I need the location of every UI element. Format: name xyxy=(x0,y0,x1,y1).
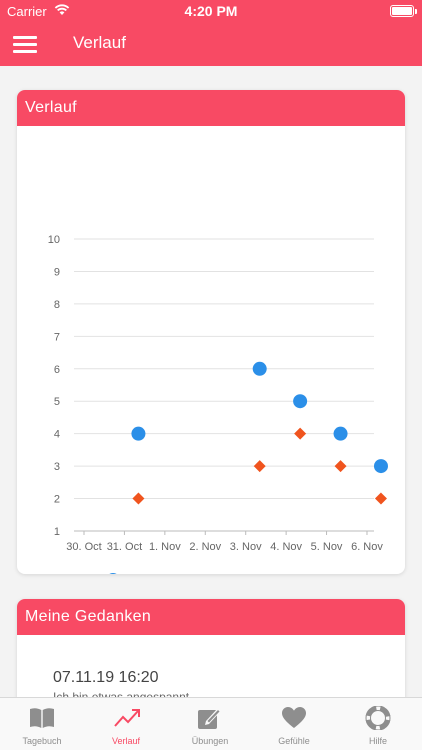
data-point-anspannung xyxy=(373,459,388,474)
y-tick-label: 9 xyxy=(54,266,60,278)
x-tick-label: 4. Nov xyxy=(270,541,302,553)
data-point-anspannung xyxy=(131,426,146,441)
chart-card: Verlauf 1 2 3 4 5 6 7 8 9 10 30. Oct 31. Oct 1. Nov 2… xyxy=(17,90,405,574)
tab-verlauf[interactable]: Verlauf xyxy=(84,698,168,750)
data-point-anspannung xyxy=(252,361,267,376)
clock: 4:20 PM xyxy=(184,3,238,19)
legend-label: Anspannung xyxy=(126,572,218,574)
y-tick-label: 5 xyxy=(54,396,60,408)
wifi-icon xyxy=(54,4,70,15)
y-tick-label: 6 xyxy=(54,364,60,376)
y-tick-label: 8 xyxy=(54,299,60,311)
x-tick-label: 2. Nov xyxy=(189,541,221,553)
y-tick-label: 2 xyxy=(54,494,60,506)
hamburger-menu-icon[interactable] xyxy=(13,36,37,53)
chart-card-title: Verlauf xyxy=(17,90,405,126)
tab-hilfe[interactable]: Hilfe xyxy=(336,698,420,750)
data-point-anspannung xyxy=(333,426,348,441)
x-tick-label: 1. Nov xyxy=(149,541,181,553)
y-tick-label: 3 xyxy=(54,461,60,473)
legend-marker xyxy=(109,573,117,574)
y-tick-label: 1 xyxy=(54,526,60,538)
y-tick-label: 10 xyxy=(48,234,60,246)
tab-label: Gefühle xyxy=(278,736,310,746)
status-bar: Carrier 4:20 PM xyxy=(0,0,422,22)
data-point-craving xyxy=(374,492,387,505)
page-title: Verlauf xyxy=(73,33,126,52)
x-tick-label: 5. Nov xyxy=(311,541,343,553)
carrier-label: Carrier xyxy=(7,4,47,19)
x-tick-label: 30. Oct xyxy=(66,541,101,553)
tab-uebungen[interactable]: Übungen xyxy=(168,698,252,750)
entry-date[interactable]: 07.11.19 16:20 xyxy=(53,669,159,686)
data-point-anspannung xyxy=(293,394,308,409)
data-point-craving xyxy=(253,460,266,473)
scatter-chart: 1 2 3 4 5 6 7 8 9 10 30. Oct 31. Oct 1. Nov 2. Nov 3. … xyxy=(48,234,388,574)
heart-icon xyxy=(282,707,306,728)
tab-tagebuch[interactable]: Tagebuch xyxy=(0,698,84,750)
data-point-craving xyxy=(334,460,347,473)
trend-icon xyxy=(114,709,140,727)
lifebuoy-icon xyxy=(365,706,391,730)
x-tick-label: 3. Nov xyxy=(230,541,262,553)
x-tick-label: 6. Nov xyxy=(351,541,383,553)
y-tick-label: 7 xyxy=(54,331,60,343)
battery-icon xyxy=(390,5,414,17)
tab-gefuehle[interactable]: Gefühle xyxy=(252,698,336,750)
tab-label: Hilfe xyxy=(368,736,387,746)
data-point-craving xyxy=(132,492,145,505)
navigation-bar: Verlauf xyxy=(0,22,422,66)
tab-label: Übungen xyxy=(191,736,229,746)
battery-tip xyxy=(415,9,417,14)
thoughts-card-title: Meine Gedanken xyxy=(17,599,405,635)
legend-label: Craving xyxy=(260,572,316,574)
data-point-craving xyxy=(294,427,307,440)
tab-bar: Tagebuch Verlauf Übungen Gefühle Hilfe xyxy=(0,697,422,750)
tab-label: Verlauf xyxy=(111,736,141,746)
book-icon xyxy=(30,708,54,728)
edit-icon xyxy=(198,708,221,729)
tab-label: Tagebuch xyxy=(22,736,62,746)
y-tick-label: 4 xyxy=(54,429,60,441)
x-tick-label: 31. Oct xyxy=(107,541,142,553)
